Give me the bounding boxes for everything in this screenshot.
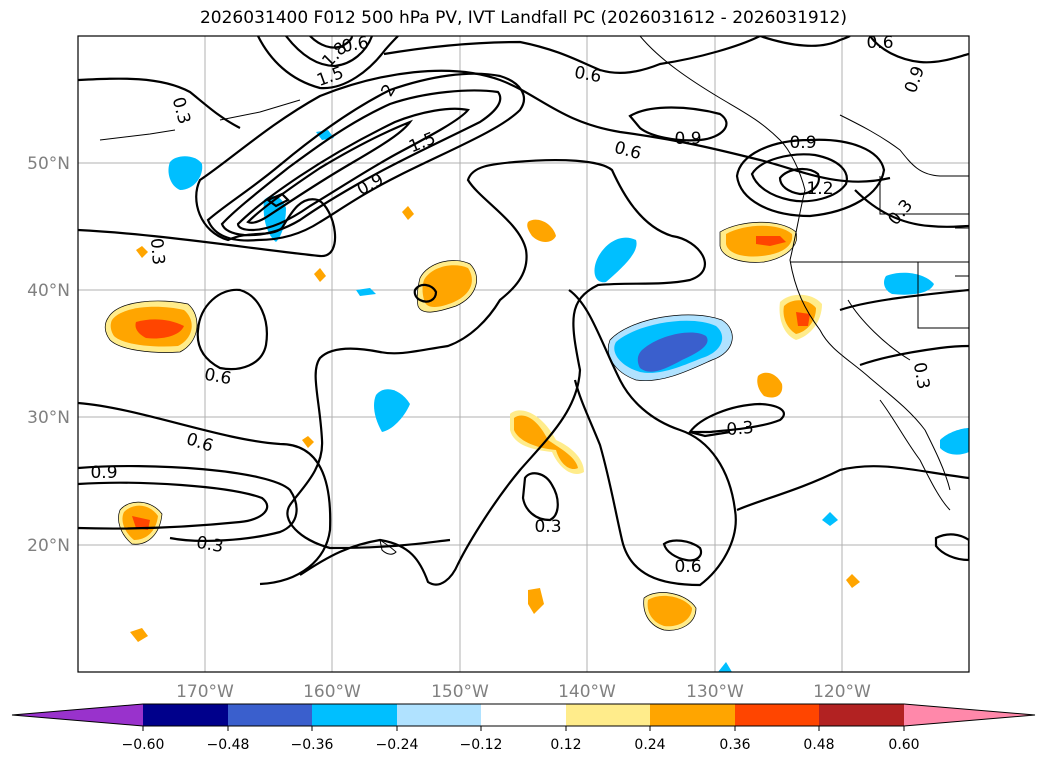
colorbar-tick-label: 0.24 (634, 737, 665, 753)
ivt-outlines (104, 221, 798, 631)
colorbar-tick-label: −0.60 (122, 737, 165, 753)
colorbar: −0.60 −0.48 −0.36 −0.24 −0.12 0.12 0.24 … (11, 703, 1036, 753)
ivt-shading (105, 130, 969, 672)
colorbar-tick-label: 0.60 (888, 737, 919, 753)
contour-label: 0.3 (534, 517, 561, 537)
colorbar-segment (819, 704, 904, 726)
colorbar-segment (481, 704, 566, 726)
contour-label: 0.3 (909, 361, 933, 391)
lon-axis: 170°W 160°W 150°W 140°W 130°W 120°W (176, 682, 871, 702)
contour-label: 0.6 (340, 33, 370, 57)
colorbar-tick-label: −0.48 (207, 737, 250, 753)
colorbar-tick-label: −0.36 (291, 737, 334, 753)
colorbar-segment (650, 704, 735, 726)
contour-label: 0.9 (90, 463, 117, 483)
contour-label: 0.3 (146, 237, 168, 266)
colorbar-segment (143, 704, 228, 726)
contour-label: 0.3 (195, 533, 225, 557)
lon-label: 130°W (686, 682, 744, 702)
colorbar-segment (312, 704, 397, 726)
colorbar-segment (566, 704, 650, 726)
colorbar-tick-label: −0.12 (460, 737, 503, 753)
contour-label: 0.6 (866, 33, 893, 53)
lat-label: 20°N (27, 536, 70, 556)
lon-label: 150°W (431, 682, 489, 702)
colorbar-tick-label: 0.48 (803, 737, 834, 753)
colorbar-tick-label: 0.12 (550, 737, 581, 753)
map-frame (77, 35, 970, 673)
contour-label: 0.9 (674, 129, 701, 149)
pv-contours (78, 36, 969, 587)
colorbar-segment (735, 704, 819, 726)
colorbar-segment (228, 704, 312, 726)
lon-label: 140°W (558, 682, 616, 702)
colorbar-tick-label: −0.24 (376, 737, 419, 753)
coastlines (99, 36, 969, 555)
contour-label: 0.9 (789, 133, 816, 153)
lon-label: 120°W (813, 682, 871, 702)
contour-label: 0.3 (726, 418, 755, 440)
map-title: 2026031400 F012 500 hPa PV, IVT Landfall… (199, 8, 847, 28)
lat-axis: 50°N 40°N 30°N 20°N (27, 154, 70, 556)
lat-label: 40°N (27, 281, 70, 301)
colorbar-segment (397, 704, 481, 726)
lat-label: 50°N (27, 154, 70, 174)
map-background (78, 36, 969, 672)
colorbar-tick-label: 0.36 (719, 737, 750, 753)
contour-label: 0.6 (573, 63, 603, 87)
colorbar-extend-low (12, 704, 143, 726)
lat-label: 30°N (27, 408, 70, 428)
lon-label: 160°W (303, 682, 361, 702)
lon-label: 170°W (176, 682, 234, 702)
contour-label: 0.6 (203, 365, 233, 389)
contour-label: 1.2 (806, 179, 833, 199)
contour-label: 0.6 (674, 557, 701, 577)
colorbar-extend-high (904, 704, 1035, 726)
